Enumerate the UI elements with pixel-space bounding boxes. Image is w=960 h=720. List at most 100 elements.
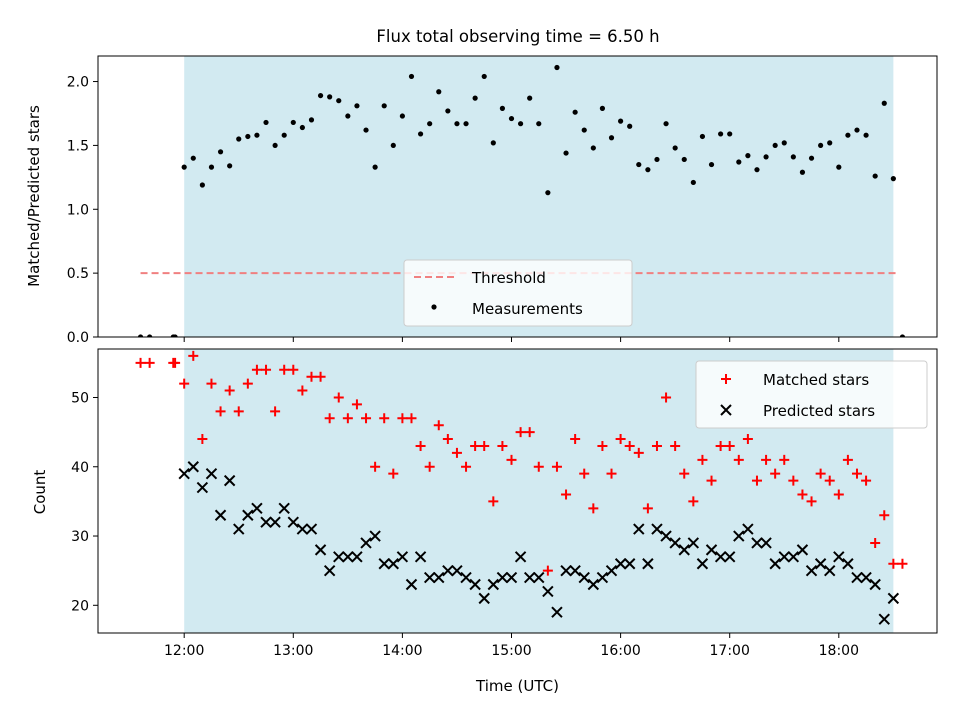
measurement-point	[618, 118, 624, 124]
predicted-star-point	[560, 564, 572, 577]
matched-star-point	[135, 357, 146, 368]
measurement-point	[545, 190, 551, 196]
legend-label: Matched stars	[763, 371, 869, 389]
measurement-point	[781, 140, 787, 146]
legend-box	[695, 360, 928, 429]
matched-star-point	[206, 378, 217, 389]
predicted-star-point	[851, 571, 863, 584]
predicted-star-point	[487, 578, 500, 591]
matched-star-point	[897, 558, 908, 569]
predicted-star-point	[396, 551, 409, 563]
predicted-star-point	[278, 502, 290, 515]
chart-title: Flux total observing time = 6.50 h	[376, 27, 659, 46]
y-tick-label: 2.0	[67, 75, 89, 91]
matched-star-point	[533, 461, 544, 472]
matched-star-point	[315, 371, 326, 382]
predicted-star-point	[423, 571, 436, 584]
matched-star-point	[724, 440, 735, 451]
y-tick-label: 20	[71, 598, 89, 614]
matched-star-point	[624, 440, 635, 451]
predicted-star-point	[460, 571, 472, 584]
predicted-star-point	[623, 558, 636, 570]
y-tick-label: 1.0	[67, 202, 89, 218]
matched-star-point	[388, 468, 399, 479]
predicted-star-point	[178, 467, 190, 480]
x-tick-label: 18:00	[819, 643, 859, 659]
predicted-star-point	[196, 481, 209, 494]
measurement-point	[554, 64, 560, 71]
matched-star-point	[788, 475, 799, 486]
predicted-star-point	[442, 564, 454, 577]
measurement-point	[317, 92, 324, 99]
predicted-star-point	[333, 551, 345, 563]
measurement-point	[863, 132, 869, 138]
measurement-point	[881, 100, 887, 106]
predicted-star-point	[633, 523, 645, 535]
matched-star-point	[251, 364, 262, 375]
measurement-point	[236, 136, 242, 142]
matched-star-point	[342, 413, 353, 424]
matched-star-point	[451, 447, 462, 458]
matched-star-point	[279, 364, 290, 375]
axes-frame	[97, 55, 938, 338]
matched-star-point	[833, 489, 844, 500]
measurement-point	[381, 103, 387, 109]
x-tick-label: 16:00	[600, 643, 640, 659]
measurement-point	[217, 149, 224, 155]
matched-star-point	[397, 413, 408, 424]
measurement-point	[417, 131, 424, 137]
matched-star-point	[633, 447, 644, 458]
measurement-point	[308, 117, 315, 123]
predicted-star-point	[869, 578, 881, 591]
measurement-point	[654, 156, 660, 163]
predicted-star-point	[778, 551, 790, 563]
predicted-star-point	[505, 571, 518, 584]
predicted-star-point	[687, 537, 700, 549]
predicted-star-point	[842, 558, 854, 570]
matched-star-point	[888, 558, 899, 569]
measurement-point	[272, 142, 278, 149]
measurement-point	[490, 140, 496, 146]
measurement-point	[445, 108, 451, 114]
legend-predicted-swatch	[720, 404, 732, 416]
matched-star-point	[424, 461, 435, 472]
measurement-point	[772, 142, 778, 149]
predicted-star-point	[242, 509, 254, 521]
matched-star-point	[606, 468, 617, 479]
matched-star-point	[261, 364, 272, 375]
plot-area	[135, 350, 908, 625]
measurement-point	[263, 119, 269, 126]
matched-star-point	[588, 503, 599, 514]
matched-star-point	[497, 440, 508, 451]
predicted-star-point	[587, 578, 600, 591]
measurement-point	[199, 182, 205, 188]
matched-star-point	[324, 413, 335, 424]
matched-star-point	[733, 454, 744, 465]
matched-star-point	[242, 378, 253, 389]
x-tick-label: 13:00	[273, 643, 313, 659]
matched-star-point	[661, 392, 672, 403]
predicted-star-point	[469, 578, 481, 591]
matched-star-point	[433, 420, 444, 431]
matched-star-point	[706, 475, 717, 486]
measurement-point	[854, 127, 860, 133]
measurement-point	[590, 145, 596, 151]
matched-star-point	[515, 427, 526, 438]
measurement-point	[208, 164, 215, 170]
legend-matched-swatch	[721, 374, 731, 384]
predicted-star-point	[714, 551, 727, 563]
predicted-star-point	[369, 530, 381, 542]
predicted-star-point	[414, 551, 427, 563]
measurement-point	[527, 95, 533, 101]
matched-star-point	[851, 468, 862, 479]
measurement-point	[390, 142, 396, 149]
matched-star-point	[461, 461, 472, 472]
matched-star-point	[579, 468, 590, 479]
measurement-point	[799, 169, 806, 175]
matched-star-point	[715, 440, 726, 451]
predicted-star-point	[351, 551, 363, 563]
predicted-star-point	[678, 544, 690, 556]
matched-star-point	[288, 364, 299, 375]
matched-star-point	[361, 413, 372, 424]
measurement-point	[663, 121, 669, 127]
